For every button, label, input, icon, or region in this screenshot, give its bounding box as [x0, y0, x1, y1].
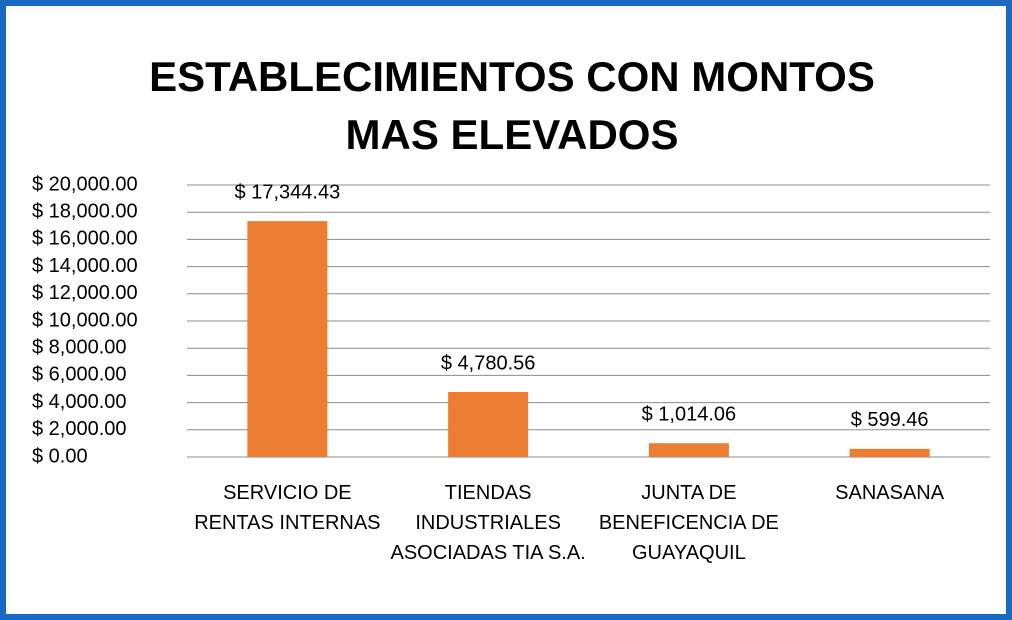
y-tick-label: $ 6,000.00 — [32, 364, 127, 386]
y-tick-label: $ 12,000.00 — [32, 282, 138, 304]
y-tick-label: $ 20,000.00 — [32, 173, 138, 195]
y-tick-label: $ 2,000.00 — [32, 418, 127, 440]
bar — [448, 391, 529, 457]
y-tick-label: $ 10,000.00 — [32, 309, 138, 331]
data-label: $ 17,344.43 — [235, 181, 341, 203]
chart-title: ESTABLECIMIENTOS CON MONTOS MAS ELEVADOS — [149, 53, 875, 158]
x-tick-label: SERVICIO DE RENTAS INTERNAS — [194, 482, 381, 534]
y-tick-label: $ 14,000.00 — [32, 255, 138, 277]
data-label: $ 599.46 — [851, 409, 929, 431]
x-tick-label: JUNTA DE BENEFICENCIA DE GUAYAQUIL — [598, 482, 779, 564]
x-tick-label: TIENDAS INDUSTRIALES ASOCIADAS TIA S.A. — [390, 482, 586, 564]
y-tick-label: $ 16,000.00 — [32, 228, 138, 250]
y-tick-label: $ 4,000.00 — [32, 391, 127, 413]
y-tick-label: $ 8,000.00 — [32, 336, 127, 358]
y-tick-label: $ 18,000.00 — [32, 200, 138, 222]
y-tick-label: $ 0.00 — [32, 445, 88, 467]
bar — [247, 221, 328, 457]
bar — [849, 448, 930, 457]
data-label: $ 4,780.56 — [441, 352, 536, 374]
x-tick-label: SANASANA — [835, 482, 945, 504]
data-label: $ 1,014.06 — [642, 403, 737, 425]
bar — [648, 443, 729, 457]
